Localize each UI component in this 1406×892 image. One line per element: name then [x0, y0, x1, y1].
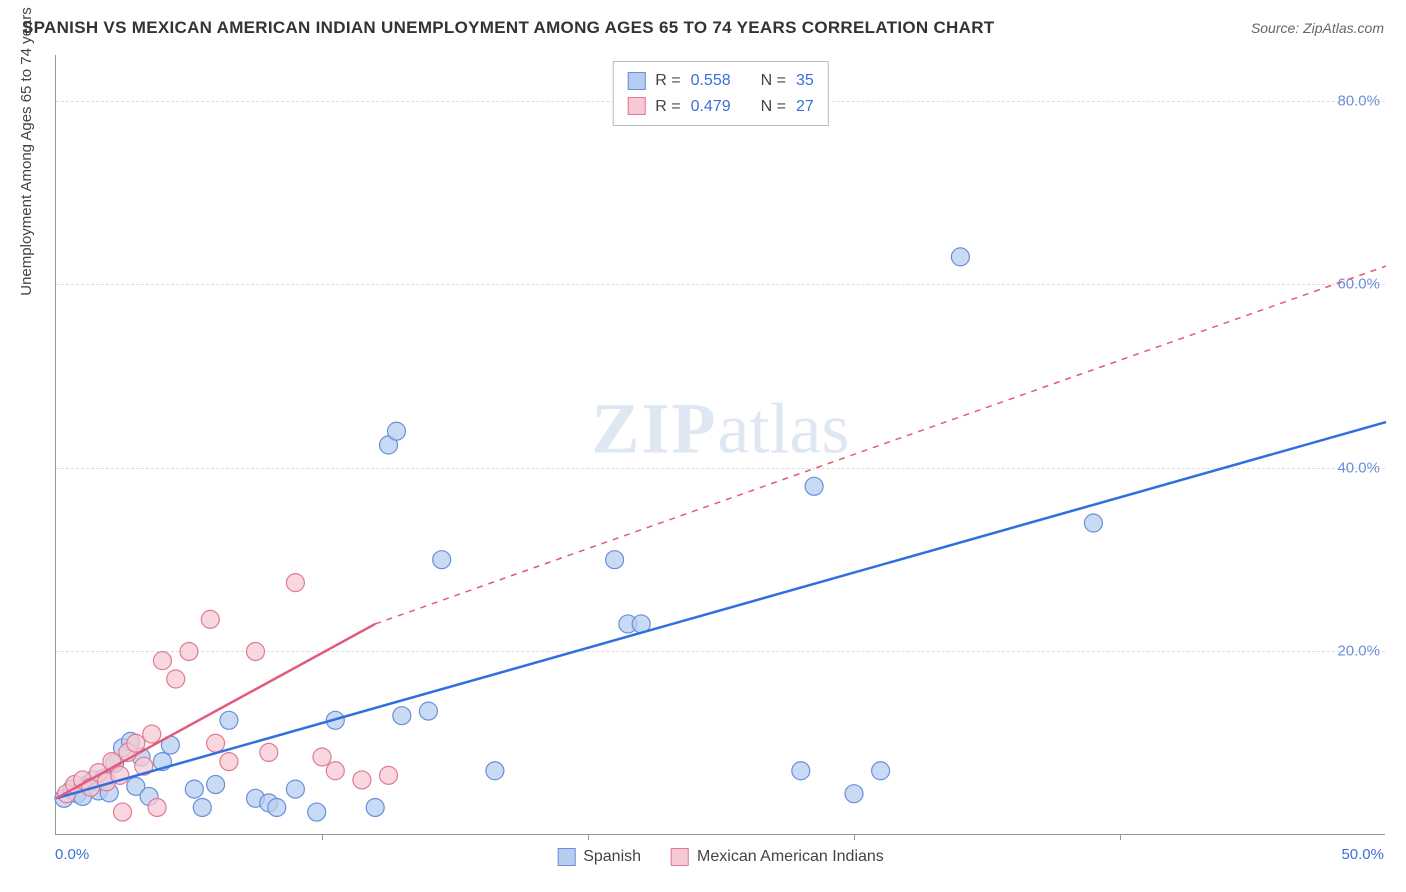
x-end-label: 50.0% — [1341, 846, 1384, 863]
data-point — [845, 785, 863, 803]
data-point — [185, 780, 203, 798]
data-point — [153, 652, 171, 670]
x-tick — [588, 834, 589, 840]
data-point — [486, 762, 504, 780]
series-legend: Spanish Mexican American Indians — [557, 848, 884, 866]
y-axis-title: Unemployment Among Ages 65 to 74 years — [18, 7, 35, 296]
data-point — [207, 776, 225, 794]
stats-row: R = 0.479 N = 27 — [627, 94, 814, 120]
series-swatch — [627, 72, 645, 90]
data-point — [380, 766, 398, 784]
data-point — [433, 551, 451, 569]
legend-swatch — [557, 848, 575, 866]
data-point — [167, 670, 185, 688]
chart-title: SPANISH VS MEXICAN AMERICAN INDIAN UNEMP… — [22, 18, 994, 38]
source-credit: Source: ZipAtlas.com — [1251, 20, 1384, 36]
trend-line-mexican-dash — [375, 266, 1386, 624]
data-point — [353, 771, 371, 789]
data-point — [127, 734, 145, 752]
r-value: 0.479 — [691, 94, 731, 120]
r-value: 0.558 — [691, 68, 731, 94]
data-point — [143, 725, 161, 743]
data-point — [792, 762, 810, 780]
source-label: Source: — [1251, 20, 1299, 36]
trend-line-spanish — [56, 422, 1386, 798]
data-point — [366, 798, 384, 816]
data-point — [220, 753, 238, 771]
n-value: 35 — [796, 68, 814, 94]
data-point — [606, 551, 624, 569]
r-label: R = — [655, 94, 680, 120]
data-point — [805, 477, 823, 495]
data-point — [114, 803, 132, 821]
series-swatch — [627, 97, 645, 115]
source-value: ZipAtlas.com — [1303, 20, 1384, 36]
correlation-stats-box: R = 0.558 N = 35 R = 0.479 N = 27 — [612, 61, 829, 126]
legend-item: Spanish — [557, 848, 641, 866]
data-point — [268, 798, 286, 816]
data-point — [180, 642, 198, 660]
n-label: N = — [761, 94, 786, 120]
data-point — [148, 798, 166, 816]
x-origin-label: 0.0% — [55, 846, 89, 863]
n-value: 27 — [796, 94, 814, 120]
data-point — [308, 803, 326, 821]
title-bar: SPANISH VS MEXICAN AMERICAN INDIAN UNEMP… — [22, 18, 1384, 38]
data-point — [286, 574, 304, 592]
plot-area: ZIPatlas 20.0%40.0%60.0%80.0% R =0.558N … — [55, 55, 1385, 835]
stats-row: R = 0.558 N = 35 — [627, 68, 814, 94]
scatter-plot-svg — [56, 55, 1385, 834]
legend-item: Mexican American Indians — [671, 848, 884, 866]
legend-label: Spanish — [583, 848, 641, 866]
data-point — [393, 707, 411, 725]
n-label: N = — [761, 68, 786, 94]
x-tick — [1120, 834, 1121, 840]
data-point — [220, 711, 238, 729]
data-point — [201, 610, 219, 628]
data-point — [260, 743, 278, 761]
data-point — [247, 642, 265, 660]
data-point — [326, 762, 344, 780]
data-point — [872, 762, 890, 780]
data-point — [313, 748, 331, 766]
x-tick — [322, 834, 323, 840]
data-point — [1084, 514, 1102, 532]
data-point — [207, 734, 225, 752]
r-label: R = — [655, 68, 680, 94]
data-point — [193, 798, 211, 816]
data-point — [286, 780, 304, 798]
data-point — [419, 702, 437, 720]
x-tick — [854, 834, 855, 840]
data-point — [387, 422, 405, 440]
data-point — [951, 248, 969, 266]
legend-swatch — [671, 848, 689, 866]
legend-label: Mexican American Indians — [697, 848, 884, 866]
